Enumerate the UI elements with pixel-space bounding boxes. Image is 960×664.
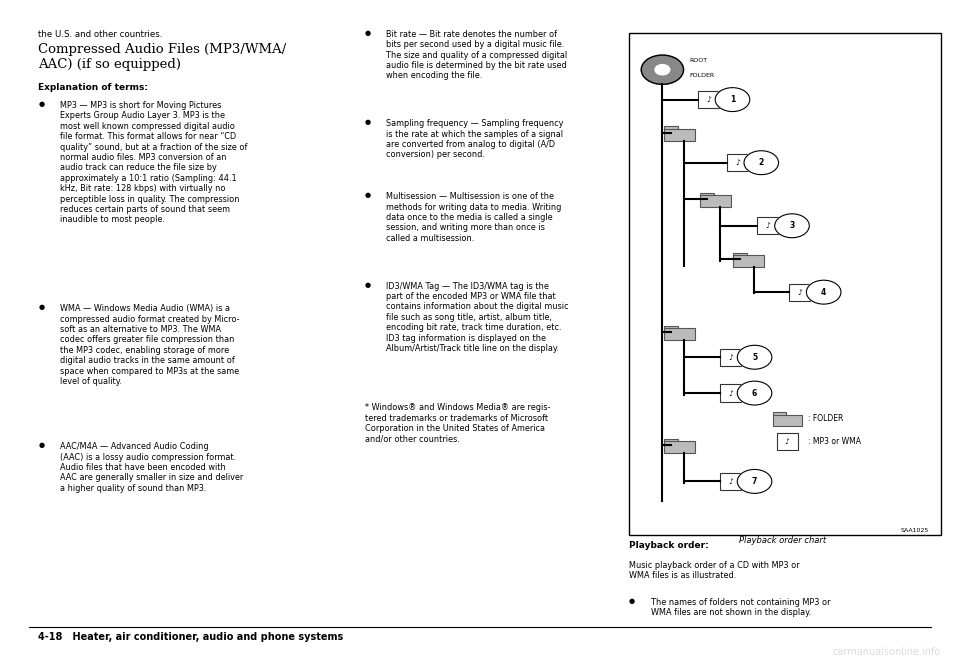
Text: 4-18   Heater, air conditioner, audio and phone systems: 4-18 Heater, air conditioner, audio and … [38, 632, 344, 642]
Circle shape [744, 151, 779, 175]
FancyBboxPatch shape [777, 433, 798, 450]
FancyBboxPatch shape [773, 414, 802, 426]
FancyBboxPatch shape [720, 349, 741, 366]
FancyBboxPatch shape [773, 412, 785, 417]
Text: 3: 3 [789, 221, 795, 230]
FancyBboxPatch shape [664, 126, 678, 131]
Text: ●: ● [365, 282, 371, 288]
Text: ♪: ♪ [765, 221, 771, 230]
Text: 5: 5 [752, 353, 757, 362]
Circle shape [806, 280, 841, 304]
Text: Playback order:: Playback order: [629, 541, 708, 550]
Text: ●: ● [38, 442, 44, 448]
Text: WMA — Windows Media Audio (WMA) is a
compressed audio format created by Micro-
s: WMA — Windows Media Audio (WMA) is a com… [60, 304, 239, 386]
Text: 4: 4 [821, 288, 827, 297]
Text: 1: 1 [730, 95, 735, 104]
Circle shape [737, 469, 772, 493]
FancyBboxPatch shape [700, 195, 731, 207]
Circle shape [775, 214, 809, 238]
Text: Multisession — Multisession is one of the
methods for writing data to media. Wri: Multisession — Multisession is one of th… [386, 193, 562, 243]
Text: Compressed Audio Files (MP3/WMA/
AAC) (if so equipped): Compressed Audio Files (MP3/WMA/ AAC) (i… [38, 43, 287, 71]
Circle shape [641, 55, 684, 84]
Text: ROOT: ROOT [689, 58, 708, 63]
FancyBboxPatch shape [720, 384, 741, 402]
FancyBboxPatch shape [733, 255, 764, 267]
Text: ♪: ♪ [728, 353, 733, 362]
Text: * Windows® and Windows Media® are regis-
tered trademarks or trademarks of Micro: * Windows® and Windows Media® are regis-… [365, 403, 550, 444]
Text: Music playback order of a CD with MP3 or
WMA files is as illustrated.: Music playback order of a CD with MP3 or… [629, 561, 800, 580]
Text: 2: 2 [758, 158, 764, 167]
FancyBboxPatch shape [789, 284, 810, 301]
Text: Explanation of terms:: Explanation of terms: [38, 83, 149, 92]
Text: ♪: ♪ [728, 477, 733, 486]
FancyBboxPatch shape [664, 129, 695, 141]
Circle shape [737, 381, 772, 405]
Text: ♪: ♪ [706, 95, 711, 104]
Text: FOLDER: FOLDER [689, 73, 714, 78]
Text: ●: ● [38, 304, 44, 310]
FancyBboxPatch shape [629, 33, 941, 535]
Text: : FOLDER: : FOLDER [808, 414, 844, 423]
FancyBboxPatch shape [664, 325, 678, 331]
Text: ♪: ♪ [734, 158, 740, 167]
Text: MP3 — MP3 is short for Moving Pictures
Experts Group Audio Layer 3. MP3 is the
m: MP3 — MP3 is short for Moving Pictures E… [60, 101, 247, 224]
Text: The names of folders not containing MP3 or
WMA files are not shown in the displa: The names of folders not containing MP3 … [651, 598, 830, 617]
Circle shape [655, 64, 670, 75]
Text: : MP3 or WMA: : MP3 or WMA [808, 437, 861, 446]
Circle shape [737, 345, 772, 369]
FancyBboxPatch shape [757, 217, 779, 234]
Text: Sampling frequency — Sampling frequency
is the rate at which the samples of a si: Sampling frequency — Sampling frequency … [386, 120, 564, 159]
Text: Bit rate — Bit rate denotes the number of
bits per second used by a digital musi: Bit rate — Bit rate denotes the number o… [386, 30, 567, 80]
FancyBboxPatch shape [733, 252, 747, 258]
Text: SAA1025: SAA1025 [901, 528, 929, 533]
Text: carmanualsonline.info: carmanualsonline.info [832, 647, 941, 657]
Text: ●: ● [365, 193, 371, 199]
Text: 6: 6 [752, 388, 757, 398]
Text: ♪: ♪ [784, 437, 790, 446]
FancyBboxPatch shape [720, 473, 741, 490]
Text: 7: 7 [752, 477, 757, 486]
FancyBboxPatch shape [664, 328, 695, 340]
Text: ●: ● [38, 101, 44, 107]
FancyBboxPatch shape [700, 193, 713, 198]
FancyBboxPatch shape [664, 438, 678, 444]
Text: ●: ● [365, 120, 371, 125]
FancyBboxPatch shape [664, 441, 695, 453]
Text: the U.S. and other countries.: the U.S. and other countries. [38, 30, 163, 39]
Text: ●: ● [629, 598, 635, 604]
Text: ♪: ♪ [797, 288, 803, 297]
Text: AAC/M4A — Advanced Audio Coding
(AAC) is a lossy audio compression format.
Audio: AAC/M4A — Advanced Audio Coding (AAC) is… [60, 442, 243, 493]
FancyBboxPatch shape [698, 91, 719, 108]
Text: ID3/WMA Tag — The ID3/WMA tag is the
part of the encoded MP3 or WMA file that
co: ID3/WMA Tag — The ID3/WMA tag is the par… [386, 282, 568, 353]
Text: ●: ● [365, 30, 371, 36]
Circle shape [715, 88, 750, 112]
Text: Playback order chart: Playback order chart [739, 536, 826, 545]
FancyBboxPatch shape [727, 154, 748, 171]
Text: ♪: ♪ [728, 388, 733, 398]
